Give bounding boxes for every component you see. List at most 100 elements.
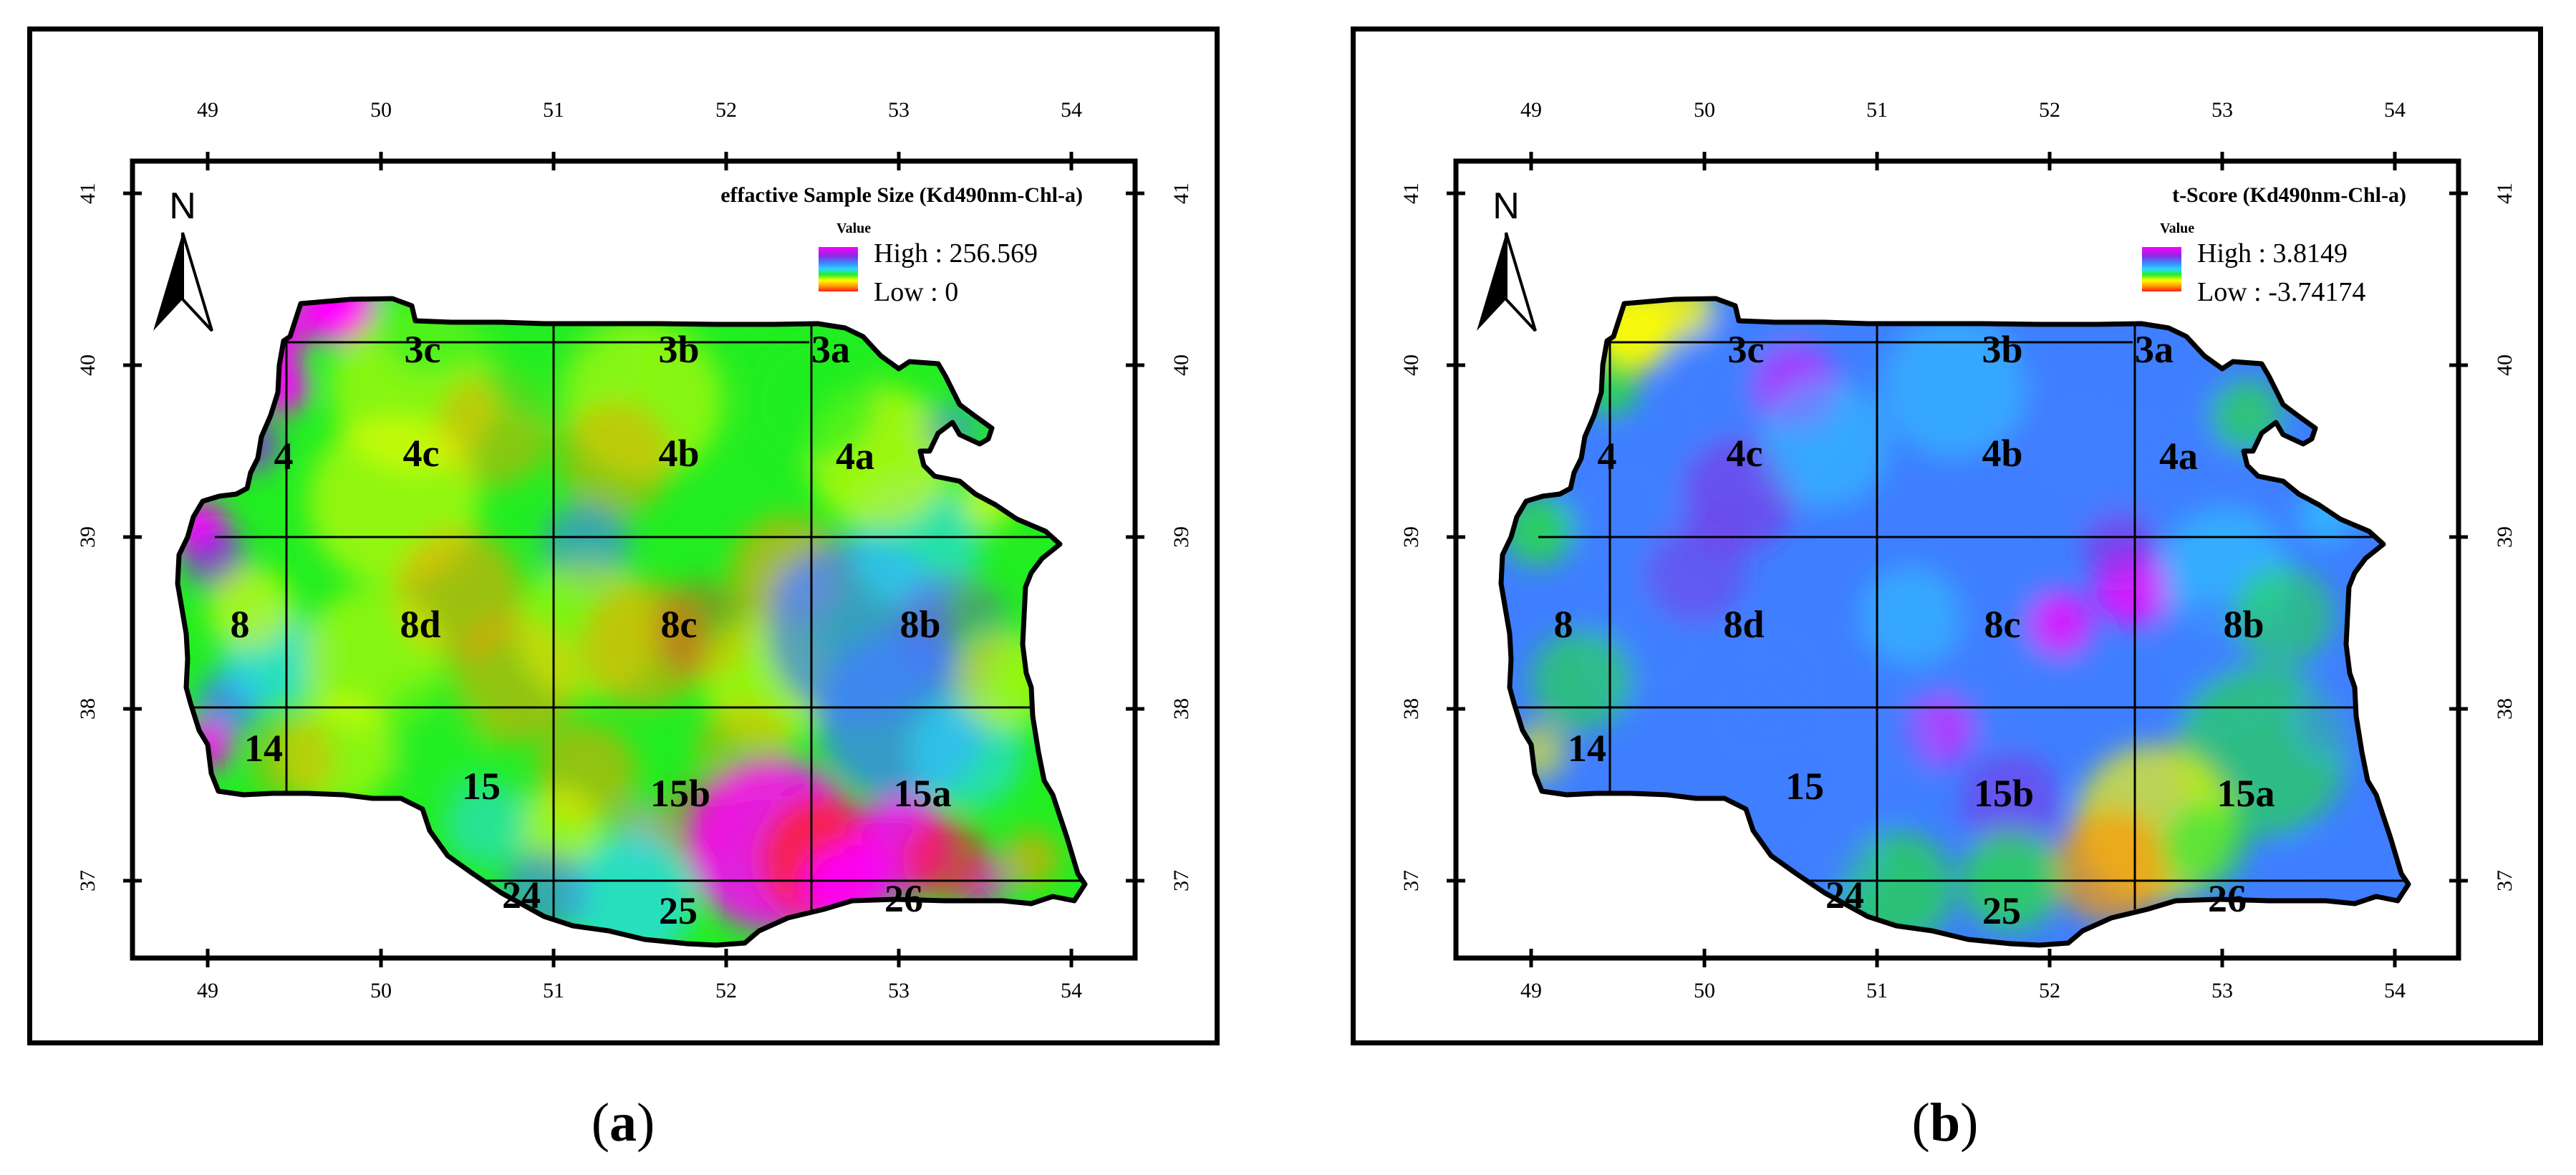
region-label-8b: 8b (899, 603, 940, 646)
x-tick-label-bottom: 49 (1520, 979, 1542, 1002)
raster-cell (1646, 523, 1746, 623)
region-label-4: 4 (274, 435, 294, 478)
raster-cell (1861, 566, 1961, 666)
raster-cell (444, 780, 530, 866)
x-tick-label-top: 53 (888, 98, 910, 122)
raster-cell (1961, 752, 2061, 852)
y-tick-label-left: 40 (76, 354, 100, 376)
north-arrow-right-half (181, 232, 213, 332)
x-tick-label-bottom: 53 (888, 979, 910, 1002)
y-tick-label-right: 41 (1169, 183, 1193, 204)
region-label-3c: 3c (405, 328, 441, 371)
y-tick-label-right: 39 (1169, 526, 1193, 548)
x-tick-label-top: 50 (1694, 98, 1715, 122)
y-tick-label-left: 37 (1399, 870, 1423, 891)
map-title: t-Score (Kd490nm-Chl-a) (2172, 183, 2406, 207)
caption-a: (a) (591, 1093, 655, 1153)
raster-cell (559, 401, 673, 516)
y-tick-label-left: 38 (1399, 698, 1423, 720)
region-label-15: 15 (1785, 765, 1824, 808)
region-label-8d: 8d (1723, 603, 1764, 646)
x-tick-label-top: 50 (370, 98, 392, 122)
region-label-4c: 4c (403, 432, 440, 475)
region-label-4: 4 (1598, 435, 1617, 478)
x-tick-label-bottom: 52 (715, 979, 737, 1002)
y-tick-label-left: 37 (76, 870, 100, 891)
raster-cell (1882, 315, 2025, 458)
raster-cell (1003, 831, 1060, 888)
raster-cell (2283, 845, 2340, 902)
y-tick-label-left: 39 (1399, 526, 1423, 548)
north-label: N (1492, 185, 1520, 227)
x-tick-label-top: 52 (2039, 98, 2060, 122)
x-tick-label-top: 53 (2211, 98, 2233, 122)
y-tick-label-left: 41 (1399, 183, 1423, 204)
legend-header: Value (836, 221, 871, 236)
raster-cell (2029, 591, 2093, 655)
region-label-3b: 3b (1982, 328, 2022, 371)
raster-cell (2054, 809, 2169, 924)
region-label-15a: 15a (894, 772, 952, 815)
x-tick-label-bottom: 51 (543, 979, 564, 1002)
raster-cell (208, 566, 294, 652)
y-tick-label-left: 38 (76, 698, 100, 720)
region-label-14: 14 (244, 727, 283, 770)
raster-cell (2004, 365, 2161, 523)
north-arrow-left-half (1477, 233, 1506, 331)
map-a: 49 49 50 50 51 51 52 52 53 53 54 54 41 41 40 40 39 39 38 38… (76, 98, 1193, 1002)
region-label-15b: 15b (650, 772, 710, 815)
x-tick-label-bottom: 50 (370, 979, 392, 1002)
legend-low-label: Low : 0 (874, 277, 958, 307)
north-label: N (169, 185, 196, 227)
north-arrow-icon: N (1477, 185, 1537, 332)
north-arrow-icon: N (153, 185, 213, 332)
region-label-4a: 4a (2159, 435, 2198, 478)
zone-grid (186, 319, 1085, 931)
raster-cell (1775, 795, 1875, 895)
y-tick-label-left: 40 (1399, 354, 1423, 376)
legend-header: Value (2160, 221, 2194, 236)
x-tick-label-bottom: 53 (2211, 979, 2233, 1002)
raster-cell (2083, 508, 2154, 580)
raster-cell (251, 716, 337, 802)
y-tick-label-right: 40 (1169, 354, 1193, 376)
raster-cell (297, 299, 376, 344)
x-tick-label-top: 49 (197, 98, 218, 122)
y-tick-label-right: 38 (1169, 698, 1193, 720)
raster-cell (372, 673, 487, 788)
region-label-14: 14 (1568, 727, 1606, 770)
x-tick-label-bottom: 52 (2039, 979, 2060, 1002)
legend-high-label: High : 3.8149 (2197, 238, 2348, 269)
x-tick-label-bottom: 51 (1866, 979, 1888, 1002)
y-tick-label-right: 37 (2493, 870, 2517, 891)
region-label-4c: 4c (1727, 432, 1763, 475)
region-label-15: 15 (462, 765, 501, 808)
x-tick-label-bottom: 50 (1694, 979, 1715, 1002)
x-tick-label-top: 52 (715, 98, 737, 122)
north-arrow-left-half (153, 233, 183, 331)
coastline (1498, 296, 2411, 948)
y-tick-label-right: 41 (2493, 183, 2517, 204)
region-label-26: 26 (884, 877, 923, 920)
x-tick-label-top: 49 (1520, 98, 1542, 122)
raster-cell (1567, 444, 1682, 559)
region-label-8: 8 (1554, 603, 1573, 646)
zone-grid (1510, 319, 2408, 931)
region-label-8: 8 (231, 603, 250, 646)
region-label-3b: 3b (658, 328, 699, 371)
legend-high-label: High : 256.569 (874, 238, 1038, 269)
region-label-26: 26 (2208, 877, 2247, 920)
region-label-3a: 3a (2135, 328, 2174, 371)
raster-cell (2233, 566, 2333, 666)
region-label-24: 24 (502, 874, 541, 917)
y-tick-label-right: 40 (2493, 354, 2517, 376)
raster-cell (752, 337, 881, 465)
x-tick-label-bottom: 54 (1061, 979, 1082, 1002)
region-label-8c: 8c (1984, 603, 2021, 646)
x-tick-label-top: 51 (543, 98, 564, 122)
region-label-3c: 3c (1728, 328, 1765, 371)
north-arrow-right-half (1505, 232, 1537, 332)
map-title: effactive Sample Size (Kd490nm-Chl-a) (720, 183, 1083, 207)
